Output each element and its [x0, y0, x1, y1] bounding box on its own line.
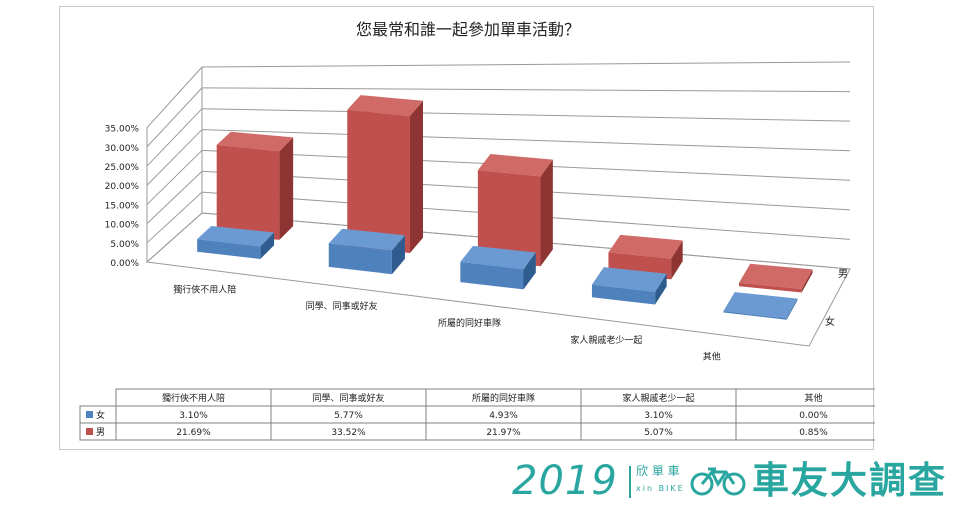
brand-logo: 2019 欣 單 車 xin BIKE 車友大調查 [512, 458, 952, 506]
bar-side-女 [523, 252, 536, 290]
bar-top-女 [197, 225, 275, 247]
legend-entry: 女 [96, 409, 105, 421]
x-tick-label: 其他 [703, 351, 721, 363]
chart-svg: 您最常和誰一起參加單車活動？ 0.00% 5.00% 10.00% 15.00% 20.0… [79, 20, 875, 441]
table-cell: 21.97% [486, 428, 521, 438]
table-cell: 3.10% [644, 411, 673, 421]
brand-sub-en: xin BIKE [636, 484, 685, 493]
bar-男 [347, 109, 410, 254]
table-row [79, 422, 875, 441]
gridline-back [201, 108, 851, 122]
bar-side-男 [540, 159, 553, 267]
bar-女 [328, 243, 392, 275]
bar-side-男 [409, 100, 423, 254]
table-cell: 21.69% [176, 428, 211, 438]
table-header-cell: 獨行俠不用人陪 [162, 392, 225, 404]
bar-女 [723, 311, 787, 320]
table-header-cell: 其他 [804, 392, 822, 404]
bar-side-男 [279, 137, 294, 240]
bar-男 [216, 144, 280, 240]
brand-separator [629, 466, 631, 498]
bar-side-女 [786, 298, 798, 320]
bar-女 [460, 261, 524, 290]
bar-女 [197, 239, 261, 260]
table-cell: 3.10% [179, 411, 208, 421]
x-tick-label: 獨行俠不用人陪 [173, 283, 236, 295]
x-tick-label: 所屬的同好車隊 [438, 317, 501, 329]
x-tick-label: 家人親戚老少一起 [570, 334, 642, 346]
table-cell: 0.00% [799, 411, 828, 421]
bar-男 [739, 282, 802, 293]
gridline-side [146, 129, 203, 186]
gridline-side [146, 150, 203, 205]
gridline-side [146, 170, 203, 224]
bar-side-男 [671, 240, 683, 280]
chart-title: 您最常和誰一起參加單車活動？ [356, 20, 580, 39]
table-header-cell: 同學、同事或好友 [312, 392, 384, 404]
brand-year: 2019 [512, 458, 618, 504]
depth-label-女: 女 [825, 315, 835, 328]
brand-sub-cn: 欣 單 車 [636, 464, 680, 478]
gridline-back [201, 61, 851, 68]
chart-floor [145, 212, 851, 347]
brand-name: 車友大調查 [752, 459, 947, 502]
y-tick-label: 20.00% [105, 182, 140, 192]
bar-top-女 [328, 228, 405, 251]
table-header-cell: 所屬的同好車隊 [472, 392, 535, 404]
gridline-side [146, 87, 203, 148]
table-cell: 5.77% [334, 411, 363, 421]
gridline-back [201, 129, 851, 152]
bar-女 [591, 284, 656, 305]
gridline-side [146, 191, 203, 244]
y-tick-label: 30.00% [105, 144, 140, 154]
bar-top-男 [739, 263, 813, 290]
table-cell: 5.07% [644, 428, 673, 438]
y-tick-label: 0.00% [110, 259, 139, 269]
table-cell: 33.52% [331, 428, 366, 438]
bar-side-女 [391, 235, 405, 275]
y-tick-label: 10.00% [105, 221, 140, 231]
table-header-cell: 家人親戚老少一起 [622, 392, 694, 404]
table-cell: 4.93% [489, 411, 518, 421]
bar-top-男 [347, 95, 423, 117]
x-tick-label: 同學、同事或好友 [306, 300, 378, 312]
bar-side-女 [260, 232, 275, 260]
gridline-side [146, 66, 203, 129]
bar-top-男 [477, 154, 553, 177]
y-tick-label: 35.00% [105, 125, 140, 135]
table-cell: 0.85% [799, 428, 828, 438]
y-tick-label: 25.00% [105, 163, 140, 173]
chart-frame: 您最常和誰一起參加單車活動？ 0.00% 5.00% 10.00% 15.00% 20.0… [59, 6, 875, 450]
bicycle-icon [690, 467, 746, 496]
bar-男 [477, 170, 541, 267]
bar-top-女 [723, 292, 798, 319]
legend-swatch-男 [86, 428, 93, 435]
y-tick-label: 5.00% [110, 240, 139, 250]
gridline-side [146, 108, 203, 167]
legend-entry: 男 [96, 427, 105, 438]
bar-side-男 [801, 269, 813, 293]
bar-side-女 [655, 273, 667, 305]
bar-top-男 [608, 234, 683, 259]
bar-top-男 [216, 131, 294, 152]
legend-swatch-女 [86, 411, 93, 418]
bar-top-女 [460, 245, 536, 270]
depth-label-男: 男 [838, 268, 848, 280]
bar-top-女 [591, 267, 667, 292]
y-tick-label: 15.00% [105, 201, 140, 211]
gridline-back [201, 87, 851, 93]
